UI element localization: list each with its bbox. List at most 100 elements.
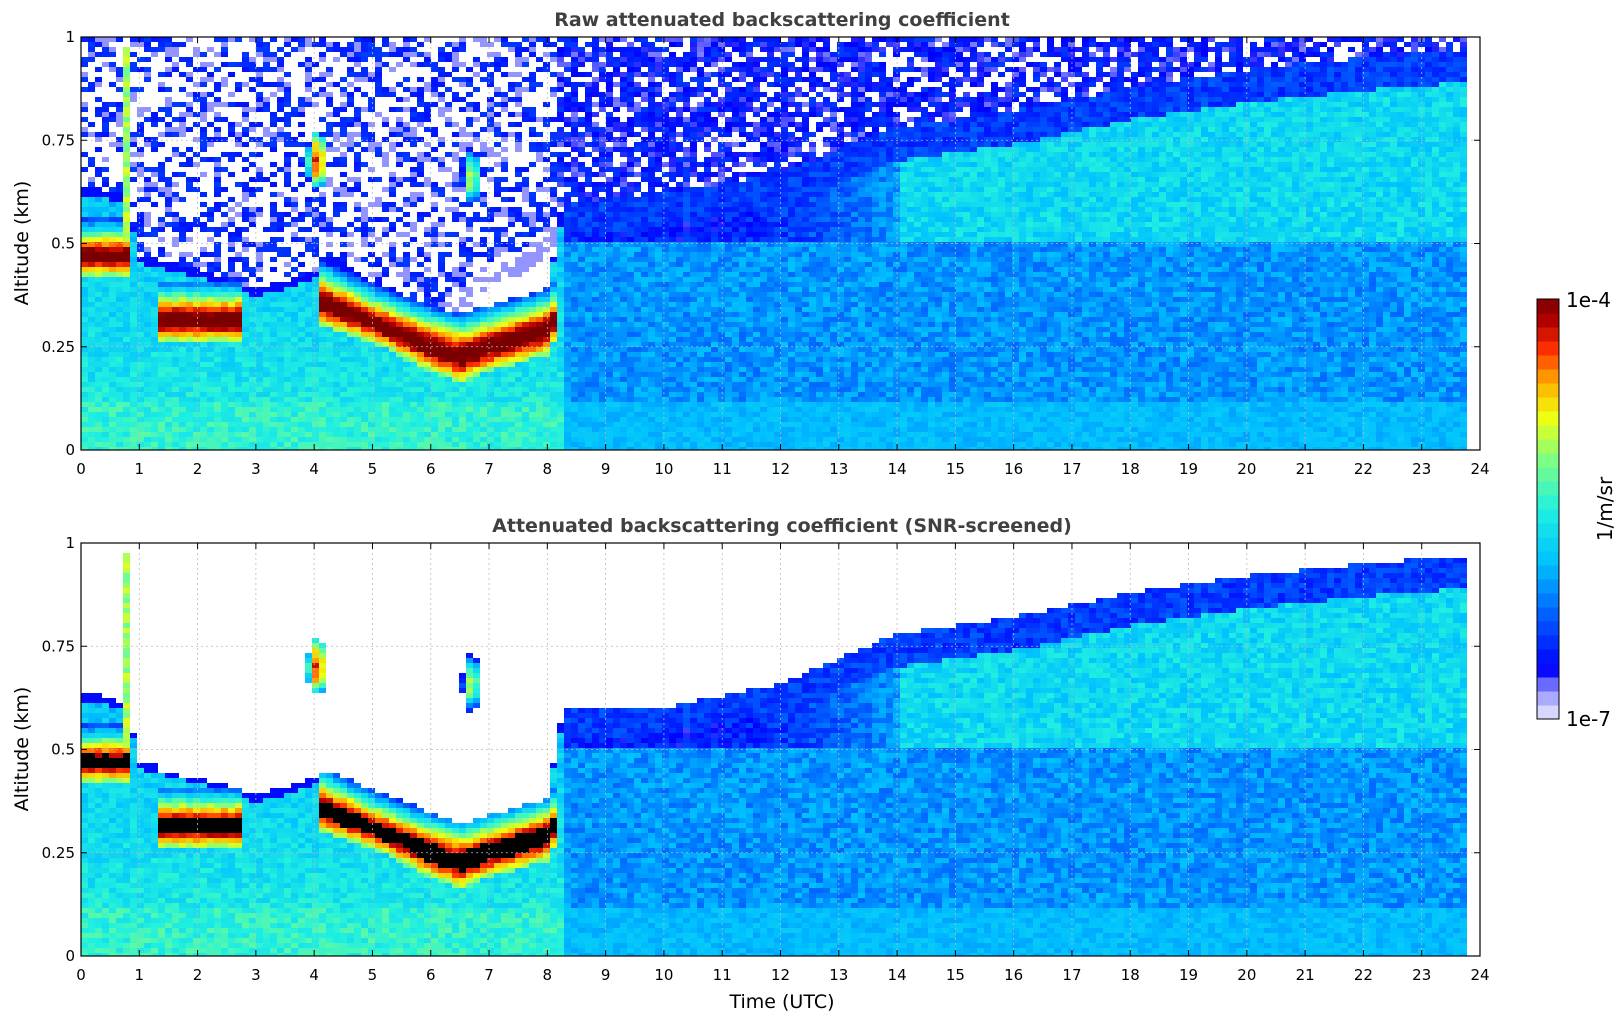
heatmap-cell xyxy=(109,247,116,252)
heatmap-cell xyxy=(95,322,102,327)
heatmap-cell xyxy=(256,292,263,297)
heatmap-cell xyxy=(214,287,221,292)
heatmap-cell xyxy=(88,347,95,352)
heatmap-cell xyxy=(172,382,179,387)
heatmap-cell xyxy=(165,272,172,277)
heatmap-cell xyxy=(263,392,270,397)
heatmap-cell xyxy=(88,427,95,432)
heatmap-cell xyxy=(256,82,263,87)
heatmap-cell xyxy=(123,357,130,362)
heatmap-cell xyxy=(102,52,109,57)
heatmap-cell xyxy=(81,232,88,237)
heatmap-cell xyxy=(109,132,116,137)
heatmap-cell xyxy=(263,307,270,312)
heatmap-cell xyxy=(249,382,256,387)
heatmap-cell xyxy=(186,262,193,267)
heatmap-cell xyxy=(165,407,172,412)
heatmap-cell xyxy=(249,67,256,72)
heatmap-cell xyxy=(81,312,88,317)
heatmap-cell xyxy=(151,227,158,232)
heatmap-cell xyxy=(88,272,95,277)
heatmap-cell xyxy=(158,342,165,347)
heatmap-cell xyxy=(242,112,249,117)
heatmap-cell xyxy=(109,287,116,292)
heatmap-cell xyxy=(172,172,179,177)
heatmap-cell xyxy=(158,167,165,172)
heatmap-cell xyxy=(95,252,102,257)
heatmap-cell xyxy=(221,327,228,332)
heatmap-cell xyxy=(249,412,256,417)
heatmap-cell xyxy=(81,377,88,382)
heatmap-cell xyxy=(123,107,130,112)
heatmap-cell xyxy=(102,407,109,412)
heatmap-cell xyxy=(81,352,88,357)
heatmap-cell xyxy=(214,52,221,57)
heatmap-cell xyxy=(116,432,123,437)
heatmap-cell xyxy=(270,122,277,127)
heatmap-cell xyxy=(81,212,88,217)
heatmap-cell xyxy=(228,207,235,212)
heatmap-cell xyxy=(130,432,137,437)
heatmap-cell xyxy=(123,222,130,227)
heatmap-cell xyxy=(158,357,165,362)
heatmap-cell xyxy=(256,72,263,77)
heatmap-cell xyxy=(200,297,207,302)
heatmap-cell xyxy=(123,152,130,157)
heatmap-cell xyxy=(144,317,151,322)
heatmap-cell xyxy=(165,97,172,102)
heatmap-cell xyxy=(214,302,221,307)
heatmap-cell xyxy=(88,42,95,47)
heatmap-cell xyxy=(221,297,228,302)
heatmap-cell xyxy=(102,132,109,137)
heatmap-cell xyxy=(172,352,179,357)
heatmap-cell xyxy=(193,217,200,222)
heatmap-cell xyxy=(130,232,137,237)
heatmap-cell xyxy=(158,42,165,47)
heatmap-cell xyxy=(144,272,151,277)
heatmap-cell xyxy=(123,327,130,332)
heatmap-cell xyxy=(263,377,270,382)
heatmap-cell xyxy=(270,162,277,167)
heatmap-cell xyxy=(186,347,193,352)
heatmap-cell xyxy=(256,427,263,432)
heatmap-cell xyxy=(151,287,158,292)
heatmap-cell xyxy=(249,422,256,427)
heatmap-cell xyxy=(165,202,172,207)
heatmap-cell xyxy=(144,417,151,422)
heatmap-cell xyxy=(88,422,95,427)
heatmap-cell xyxy=(270,222,277,227)
heatmap-cell xyxy=(88,312,95,317)
heatmap-cell xyxy=(130,202,137,207)
heatmap-cell xyxy=(228,297,235,302)
heatmap-cell xyxy=(144,382,151,387)
heatmap-cell xyxy=(256,97,263,102)
heatmap-cell xyxy=(249,152,256,157)
heatmap-cell xyxy=(242,377,249,382)
heatmap-cell xyxy=(95,312,102,317)
heatmap-cell xyxy=(151,267,158,272)
heatmap-cell xyxy=(270,202,277,207)
heatmap-cell xyxy=(235,202,242,207)
heatmap-cell xyxy=(144,192,151,197)
heatmap-cell xyxy=(221,422,228,427)
heatmap-cell xyxy=(109,197,116,202)
heatmap-cell xyxy=(200,362,207,367)
heatmap-cell xyxy=(235,347,242,352)
heatmap-cell xyxy=(95,397,102,402)
heatmap-cell xyxy=(179,277,186,282)
heatmap-cell xyxy=(123,142,130,147)
heatmap-cell xyxy=(242,432,249,437)
heatmap-cell xyxy=(200,157,207,162)
heatmap-cell xyxy=(165,57,172,62)
heatmap-cell xyxy=(207,397,214,402)
heatmap-cell xyxy=(207,287,214,292)
heatmap-cell xyxy=(214,377,221,382)
heatmap-cell xyxy=(221,202,228,207)
heatmap-cell xyxy=(200,117,207,122)
heatmap-cell xyxy=(130,352,137,357)
heatmap-cell xyxy=(263,347,270,352)
heatmap-cell xyxy=(137,57,144,62)
heatmap-cell xyxy=(95,107,102,112)
heatmap-cell xyxy=(137,407,144,412)
heatmap-cell xyxy=(88,177,95,182)
